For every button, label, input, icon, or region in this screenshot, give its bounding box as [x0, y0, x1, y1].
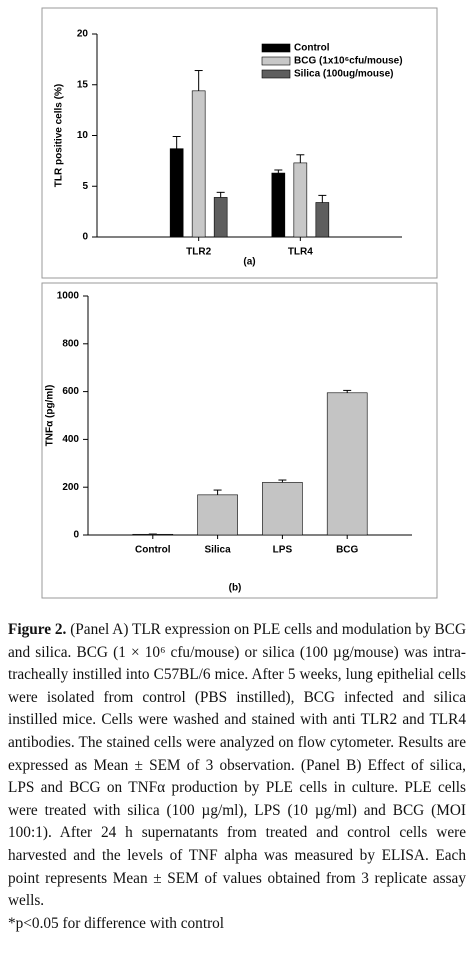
- y-tick-label: 400: [62, 434, 79, 445]
- x-tick-label: TLR2: [186, 247, 211, 258]
- caption-body: Figure 2. (Panel A) TLR expression on PL…: [8, 619, 466, 913]
- bar: [293, 162, 308, 238]
- caption-text: (Panel A) TLR expression on PLE cells an…: [8, 621, 466, 910]
- y-tick-label: 200: [62, 482, 79, 493]
- x-tick-label: TLR4: [288, 247, 313, 258]
- x-tick-label: Control: [135, 545, 171, 556]
- caption: Figure 2. (Panel A) TLR expression on PL…: [8, 619, 466, 935]
- y-tick-label: 600: [62, 386, 79, 397]
- bar: [271, 172, 286, 238]
- bar: [197, 494, 238, 536]
- bar: [315, 202, 330, 238]
- y-tick-label: 0: [82, 232, 88, 243]
- legend-label: BCG (1x10⁶cfu/mouse): [294, 56, 403, 67]
- y-tick-label: 0: [73, 530, 79, 541]
- legend-swatch: [261, 69, 291, 79]
- caption-label: Figure 2.: [8, 621, 67, 638]
- bar: [262, 482, 303, 536]
- panel-frame: [41, 7, 438, 279]
- y-tick-label: 1000: [57, 291, 80, 302]
- panel-frame: [41, 282, 438, 599]
- y-tick-label: 20: [77, 29, 89, 40]
- y-axis-label: TNFα (pg/ml): [45, 385, 56, 447]
- figure: 0 5 10 15 20 TLR positive cells (%) (a) TLR2 TLR…: [41, 7, 438, 599]
- legend-label: Control: [294, 43, 330, 54]
- y-tick-label: 5: [82, 181, 88, 192]
- bar: [326, 392, 368, 536]
- y-tick-label: 15: [77, 79, 89, 90]
- y-axis-label: TLR positive cells (%): [54, 84, 65, 187]
- bar: [213, 197, 228, 238]
- x-tick-label: Silica: [205, 545, 232, 556]
- legend-label: Silica (100ug/mouse): [294, 69, 393, 80]
- y-tick-label: 10: [77, 130, 89, 141]
- legend-swatch: [261, 43, 291, 53]
- x-tick-label: BCG: [336, 545, 358, 556]
- panel-label: (b): [229, 583, 242, 594]
- legend-swatch: [261, 56, 291, 66]
- caption-note: *p<0.05 for difference with control: [8, 914, 225, 932]
- bar: [169, 148, 184, 238]
- bar: [191, 90, 206, 238]
- panel-label: (a): [243, 257, 255, 268]
- x-tick-label: LPS: [273, 545, 293, 556]
- y-tick-label: 800: [62, 338, 79, 349]
